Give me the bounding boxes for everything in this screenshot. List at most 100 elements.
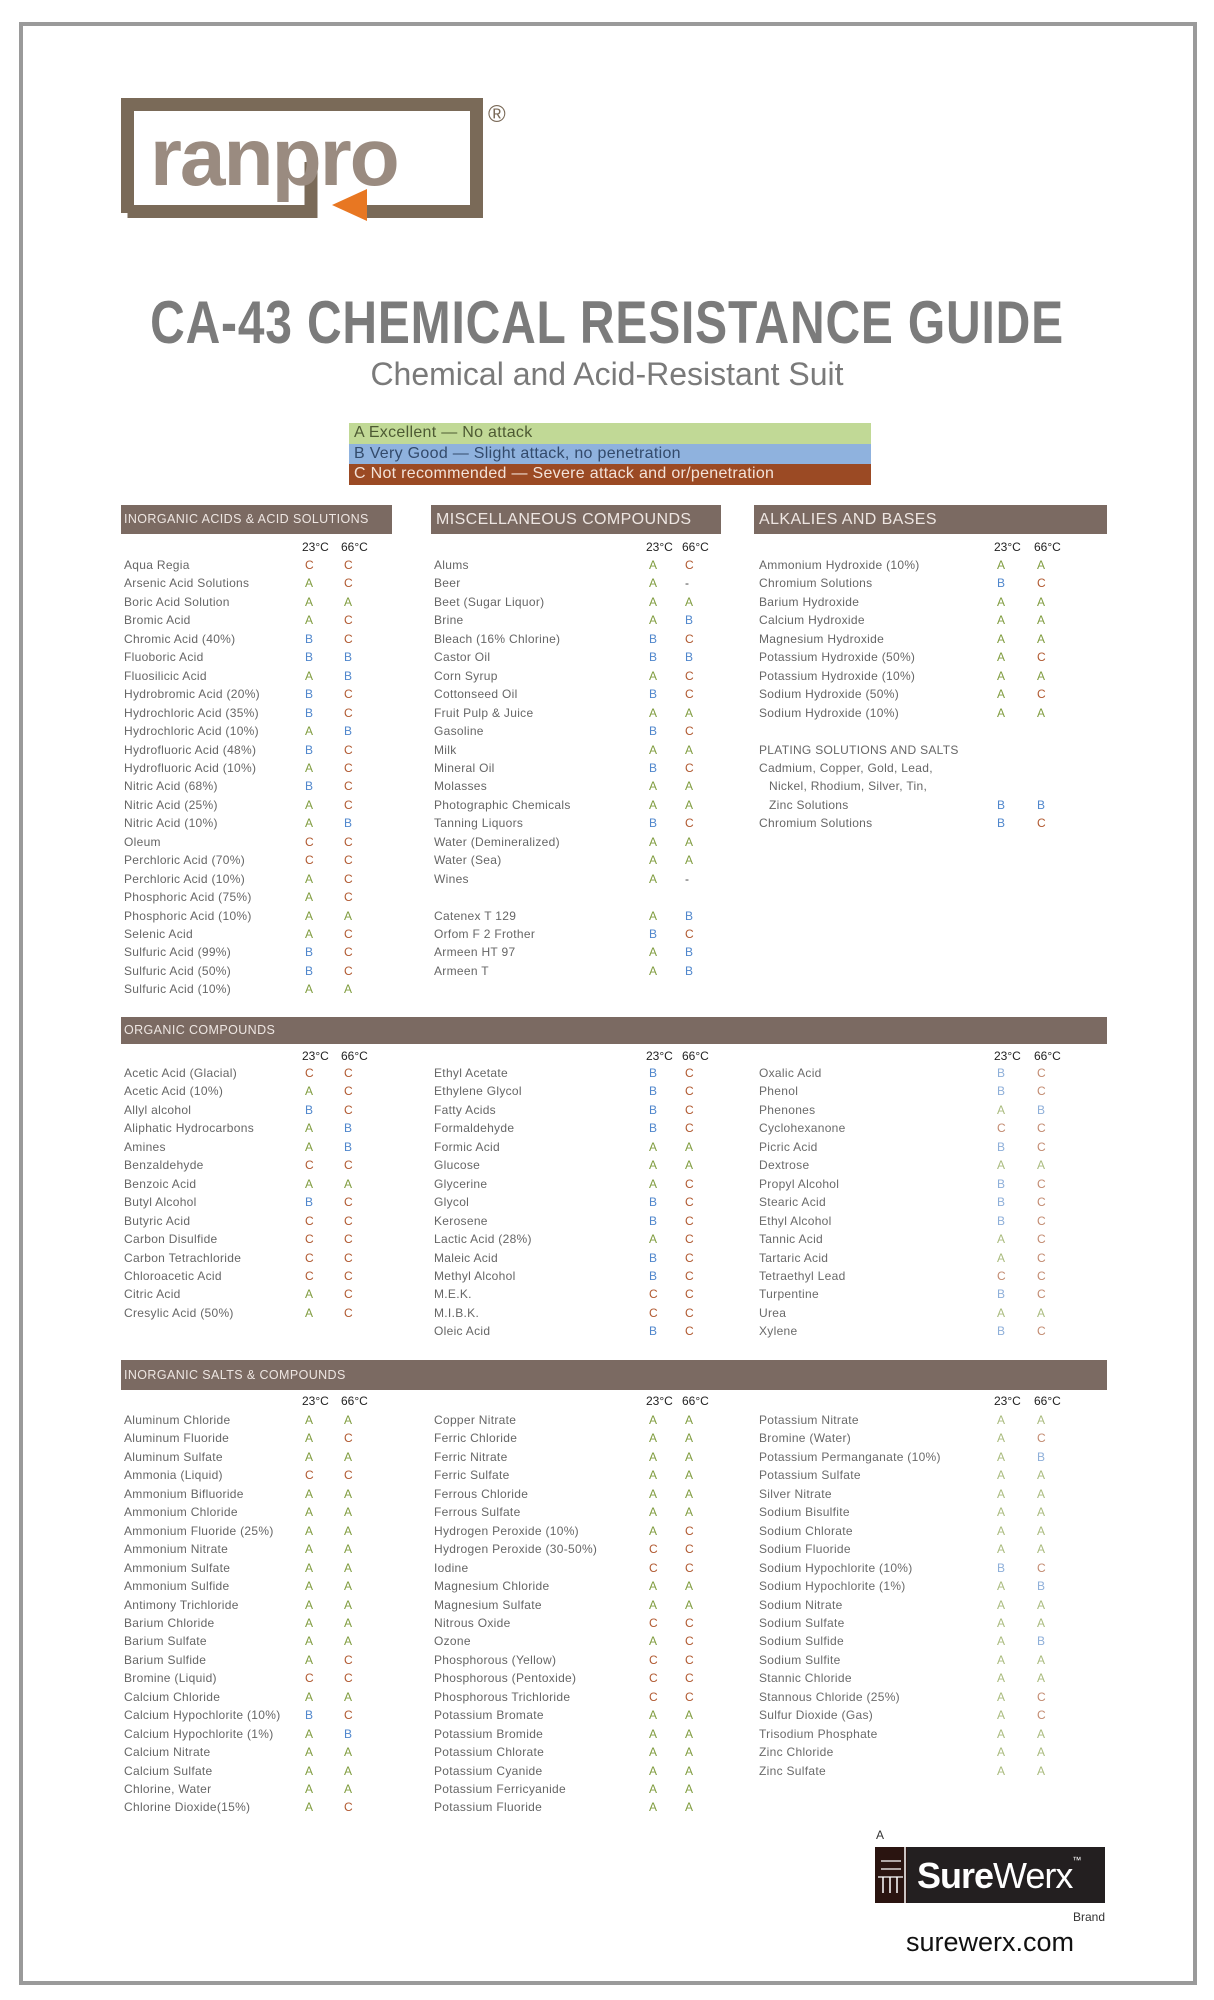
rating-66c: C (685, 1287, 694, 1302)
chemical-name: Lactic Acid (28%) (434, 1232, 532, 1247)
rating-23c: A (997, 1305, 1006, 1320)
rating-23c: A (305, 871, 314, 886)
rating-66c: C (1037, 687, 1046, 702)
rating-23c: C (305, 834, 314, 849)
rating-66c: A (1037, 1542, 1046, 1557)
chemical-name: Fruit Pulp & Juice (434, 705, 534, 720)
rating-23c: A (997, 1689, 1006, 1704)
rating-66c: B (685, 650, 694, 665)
rating-66c: A (344, 982, 353, 997)
website-link[interactable]: surewerx.com (905, 1927, 1075, 1957)
rating-66c: C (344, 742, 353, 757)
chemical-name: Ethyl Alcohol (759, 1213, 832, 1228)
rating-23c: A (305, 816, 314, 831)
rating-23c: B (305, 779, 314, 794)
rating-23c: A (649, 1413, 658, 1427)
chemical-name: Sodium Hypochlorite (1%) (759, 1579, 906, 1594)
chemical-name: Benzaldehyde (124, 1158, 204, 1173)
rating-23c: A (305, 1431, 314, 1446)
chemical-name: Hydrochloric Acid (35%) (124, 705, 259, 720)
rating-66c: A (344, 1689, 353, 1704)
rating-66c: B (685, 963, 694, 978)
chemical-name: Copper Nitrate (434, 1413, 517, 1427)
rating-23c: A (649, 945, 658, 960)
rating-66c: C (685, 631, 694, 646)
rating-66c: B (344, 1121, 353, 1136)
logo-sure: Sure (917, 1855, 994, 1896)
rating-66c: A (344, 1486, 353, 1501)
chemical-name: Chromic Acid (40%) (124, 631, 236, 646)
rating-66c: A (344, 1782, 353, 1796)
rating-66c: C (344, 558, 353, 572)
chemical-name: Dextrose (759, 1158, 810, 1173)
chemical-name: Chloroacetic Acid (124, 1268, 222, 1283)
rating-66c: C (685, 1268, 694, 1283)
temp-header-23: 23°C (994, 1394, 1021, 1408)
brand-suffix: Brand (1072, 1910, 1105, 1924)
rating-23c: B (649, 1195, 658, 1210)
chemical-name: Cresylic Acid (50%) (124, 1305, 234, 1320)
rating-66c: C (685, 1176, 694, 1191)
rating-23c: C (649, 1305, 658, 1320)
rating-66c: C (344, 927, 353, 941)
svg-text:ranpro: ranpro (150, 112, 398, 203)
rating-23c: A (649, 1763, 658, 1778)
rating-23c: C (649, 1542, 658, 1557)
rating-23c: A (305, 760, 314, 775)
logo-werx: Werx (993, 1855, 1073, 1896)
rating-66c: C (1037, 1066, 1046, 1080)
chemical-name: Tartaric Acid (759, 1250, 829, 1265)
chemical-name: Fatty Acids (434, 1102, 496, 1117)
rating-66c: C (685, 1324, 694, 1339)
chemical-name: Bleach (16% Chlorine) (434, 631, 561, 646)
chemical-name: Sodium Sulfite (759, 1652, 841, 1667)
chemical-name: Photographic Chemicals (434, 797, 571, 812)
rating-66c: C (1037, 1232, 1046, 1247)
chemical-name: Propyl Alcohol (759, 1176, 840, 1191)
rating-23c: A (305, 927, 314, 941)
rating-23c: A (305, 1505, 314, 1520)
rating-66c: C (685, 816, 694, 831)
rating-23c: A (649, 1597, 658, 1612)
chemical-name: Ethylene Glycol (434, 1084, 522, 1099)
rating-66c: C (685, 724, 694, 739)
chemical-name: Nitric Acid (25%) (124, 797, 218, 812)
rating-66c: C (344, 1800, 353, 1815)
chemical-name: Sodium Hypochlorite (10%) (759, 1560, 913, 1575)
chemical-name: Barium Sulfide (124, 1652, 207, 1667)
rating-23c: A (305, 1413, 314, 1427)
rating-66c: A (1037, 1468, 1046, 1483)
rating-23c: A (997, 1158, 1006, 1173)
rating-66c: A (344, 1449, 353, 1464)
rating-66c: C (685, 687, 694, 702)
rating-66c: C (1037, 1287, 1046, 1302)
page-border (19, 22, 1197, 1985)
rating-23c: A (649, 1505, 658, 1520)
chemical-name: Potassium Chlorate (434, 1745, 545, 1760)
rating-66c: C (344, 1250, 353, 1265)
rating-66c: A (344, 1505, 353, 1520)
rating-66c: B (1037, 1579, 1046, 1594)
rating-23c: A (649, 1726, 658, 1741)
rating-23c: B (305, 705, 314, 720)
rating-23c: A (997, 1652, 1006, 1667)
rating-66c: C (344, 1708, 353, 1723)
rating-23c: A (649, 1232, 658, 1247)
chemical-name: Chromium Solutions (759, 816, 873, 831)
rating-66c: C (1037, 1213, 1046, 1228)
rating-23c: A (997, 1449, 1006, 1464)
rating-23c: A (305, 1763, 314, 1778)
rating-23c: A (997, 1745, 1006, 1760)
rating-66c: C (344, 1232, 353, 1247)
rating-23c: A (997, 1468, 1006, 1483)
chemical-name: Water (Sea) (434, 853, 502, 868)
rating-23c: A (305, 908, 314, 923)
rating-23c: A (649, 1745, 658, 1760)
rating-66c: A (685, 1726, 694, 1741)
rating-23c: A (305, 1560, 314, 1575)
legend-c: C Not recommended — Severe attack and or… (349, 464, 871, 485)
chemical-name: Bromic Acid (124, 613, 191, 628)
rating-66c: C (685, 1250, 694, 1265)
rating-23c: A (649, 705, 658, 720)
chemical-name: Nickel, Rhodium, Silver, Tin, (769, 779, 928, 794)
